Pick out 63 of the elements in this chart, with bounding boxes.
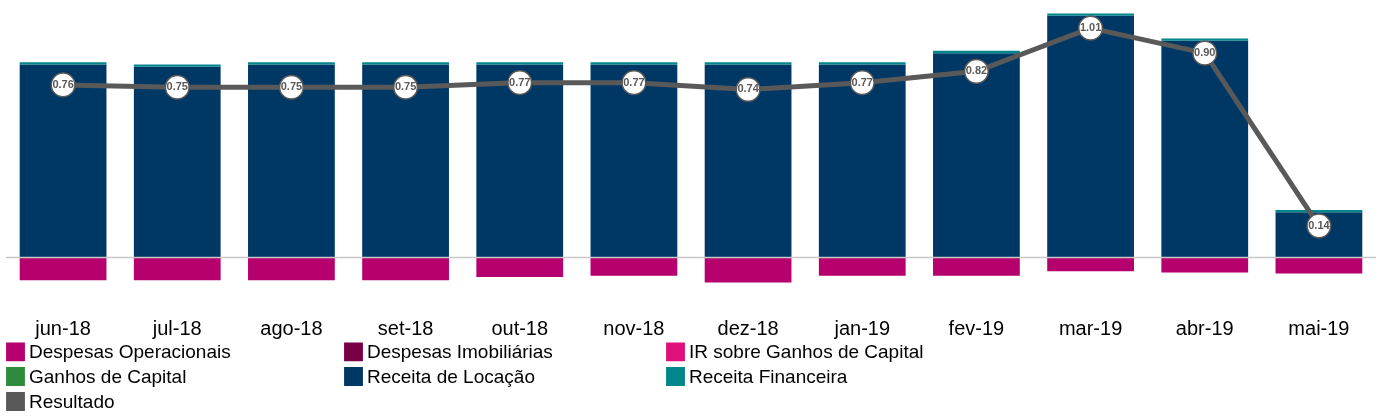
x-tick-label: fev-19 xyxy=(948,316,1005,339)
bar xyxy=(590,62,678,65)
bar xyxy=(133,257,221,281)
x-tick-label: jul-18 xyxy=(151,316,202,339)
data-label: 0.90 xyxy=(1194,46,1216,59)
bar xyxy=(476,257,564,277)
bar xyxy=(476,62,564,65)
legend-label: Receita Financeira xyxy=(689,365,848,387)
bar xyxy=(590,64,678,258)
bar xyxy=(1275,257,1363,274)
data-label: 1.01 xyxy=(1079,21,1102,34)
bar xyxy=(362,62,449,65)
data-label: 0.75 xyxy=(166,80,188,93)
bar xyxy=(1047,13,1134,16)
bar xyxy=(19,257,107,281)
bar xyxy=(704,64,792,258)
x-tick-label: set-18 xyxy=(377,316,434,339)
data-label: 0.76 xyxy=(52,77,74,90)
bar xyxy=(1047,257,1134,272)
data-label: 0.82 xyxy=(965,64,988,77)
x-tick-label: mai-19 xyxy=(1288,316,1350,339)
bar xyxy=(1161,40,1249,258)
legend-label: Despesas Imobiliárias xyxy=(367,340,553,362)
bar xyxy=(248,62,335,65)
x-tick-label: dez-18 xyxy=(717,316,779,339)
x-tick-label: ago-18 xyxy=(260,316,323,339)
legend-label: Resultado xyxy=(29,390,115,412)
data-label: 0.77 xyxy=(851,75,873,88)
legend-label: Receita de Locação xyxy=(367,365,535,387)
x-tick-label: abr-19 xyxy=(1175,316,1234,339)
data-label: 0.75 xyxy=(394,80,417,93)
bar xyxy=(1161,38,1249,41)
bar xyxy=(133,66,221,258)
bar xyxy=(818,257,906,276)
x-tick-label: mar-19 xyxy=(1058,316,1123,339)
bar xyxy=(818,62,906,65)
bar xyxy=(1047,15,1134,258)
x-tick-label: nov-18 xyxy=(603,316,665,339)
data-label: 0.14 xyxy=(1308,218,1331,231)
bar xyxy=(19,62,107,65)
x-tick-label: out-18 xyxy=(491,316,549,339)
bar xyxy=(818,64,906,258)
bar xyxy=(362,64,449,258)
bar xyxy=(476,64,564,258)
bar xyxy=(248,64,335,258)
bar xyxy=(704,257,792,283)
data-label: 0.74 xyxy=(737,82,760,95)
bar xyxy=(1161,257,1249,273)
data-label: 0.77 xyxy=(623,75,645,88)
bar xyxy=(19,64,107,258)
data-label: 0.77 xyxy=(509,75,531,88)
legend-label: Despesas Operacionais xyxy=(29,340,231,362)
bar xyxy=(590,257,678,276)
data-label: 0.75 xyxy=(280,80,303,93)
legend-label: IR sobre Ganhos de Capital xyxy=(689,340,924,362)
legend-label: Ganhos de Capital xyxy=(29,365,187,387)
bar xyxy=(362,257,449,281)
bar xyxy=(933,257,1020,276)
bar xyxy=(704,62,792,65)
bar xyxy=(933,53,1020,258)
x-tick-label: jan-19 xyxy=(833,316,891,339)
bar xyxy=(248,257,335,281)
x-tick-label: jun-18 xyxy=(34,316,91,339)
